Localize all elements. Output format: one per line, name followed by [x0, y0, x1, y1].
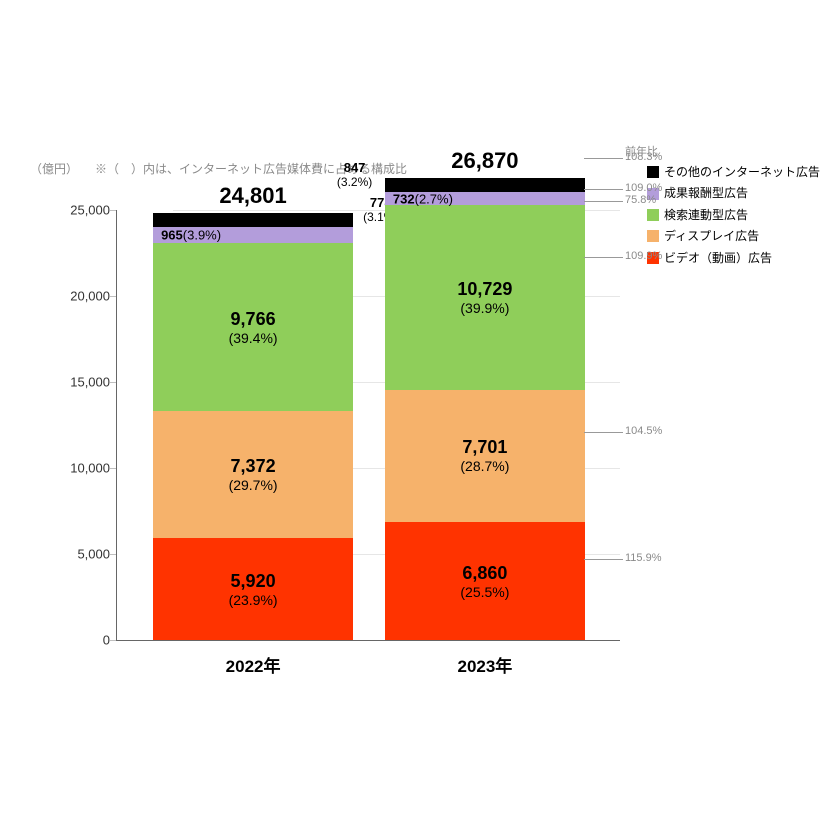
bar-segment: [153, 213, 353, 226]
yoy-value: 109.9%: [625, 250, 662, 262]
legend: その他のインターネット広告成果報酬型広告検索連動型広告ディスプレイ広告ビデオ（動…: [647, 162, 820, 269]
segment-inline-label: 732(2.7%): [393, 191, 453, 206]
leader-line: [584, 559, 623, 560]
segment-pct: (25.5%): [460, 584, 509, 600]
segment-value: 5,920: [231, 571, 276, 592]
y-tick-label: 0: [60, 633, 110, 648]
segment-value: 9,766: [231, 309, 276, 330]
yoy-value: 104.5%: [625, 425, 662, 437]
segment-inline-label: 965(3.9%): [161, 228, 221, 243]
bar-segment: 10,729(39.9%): [385, 205, 585, 390]
segment-pct: (28.7%): [460, 458, 509, 474]
legend-item: ビデオ（動画）広告: [647, 248, 820, 268]
y-tick-label: 5,000: [60, 547, 110, 562]
y-tick: [110, 640, 116, 641]
y-tick: [110, 554, 116, 555]
legend-label: ディスプレイ広告: [664, 226, 759, 246]
segment-value: 7,372: [231, 456, 276, 477]
yoy-value: 109.0%: [625, 182, 662, 194]
legend-label: その他のインターネット広告: [664, 162, 820, 182]
legend-swatch: [647, 209, 659, 221]
bar-segment: 5,920(23.9%): [153, 538, 353, 640]
segment-pct: (39.4%): [229, 330, 278, 346]
legend-item: ディスプレイ広告: [647, 226, 820, 246]
segment-pct: (39.9%): [460, 300, 509, 316]
yoy-value: 75.8%: [625, 194, 656, 206]
leader-line: [584, 158, 623, 159]
legend-swatch: [647, 230, 659, 242]
legend-item: 成果報酬型広告: [647, 183, 820, 203]
leader-line: [584, 201, 623, 202]
bar-segment: [385, 178, 585, 193]
bar-segment: 732(2.7%): [385, 192, 585, 205]
legend-swatch: [647, 166, 659, 178]
legend-item: その他のインターネット広告: [647, 162, 820, 182]
bar-segment: 965(3.9%): [153, 227, 353, 244]
y-tick-label: 20,000: [60, 289, 110, 304]
x-tick-label: 2023年: [457, 652, 512, 677]
yoy-value: 115.9%: [625, 552, 662, 564]
y-tick: [110, 468, 116, 469]
legend-label: 成果報酬型広告: [664, 183, 748, 203]
x-tick-label: 2022年: [226, 652, 281, 677]
segment-callout: 847(3.2%): [337, 160, 372, 189]
y-tick: [110, 296, 116, 297]
y-tick: [110, 382, 116, 383]
segment-value: 10,729: [457, 279, 512, 300]
legend-label: 検索連動型広告: [664, 205, 748, 225]
bar-total: 26,870: [451, 148, 518, 174]
segment-pct: (29.7%): [229, 477, 278, 493]
y-tick: [110, 210, 116, 211]
plot-area: 5,920(23.9%)7,372(29.7%)9,766(39.4%)965(…: [116, 210, 620, 641]
segment-value: 6,860: [462, 563, 507, 584]
leader-line: [584, 257, 623, 258]
bar-segment: 6,860(25.5%): [385, 522, 585, 640]
bar-total: 24,801: [219, 183, 286, 209]
segment-value: 7,701: [462, 437, 507, 458]
leader-line: [584, 432, 623, 433]
segment-pct: (23.9%): [229, 592, 278, 608]
bar-segment: 9,766(39.4%): [153, 243, 353, 411]
leader-line: [584, 189, 623, 190]
bar-segment: 7,701(28.7%): [385, 390, 585, 522]
chart-area: 5,920(23.9%)7,372(29.7%)9,766(39.4%)965(…: [60, 120, 620, 640]
legend-item: 検索連動型広告: [647, 205, 820, 225]
yoy-value: 108.3%: [625, 151, 662, 163]
bar-segment: 7,372(29.7%): [153, 411, 353, 538]
y-tick-label: 25,000: [60, 203, 110, 218]
legend-label: ビデオ（動画）広告: [664, 248, 772, 268]
y-tick-label: 10,000: [60, 461, 110, 476]
y-tick-label: 15,000: [60, 375, 110, 390]
